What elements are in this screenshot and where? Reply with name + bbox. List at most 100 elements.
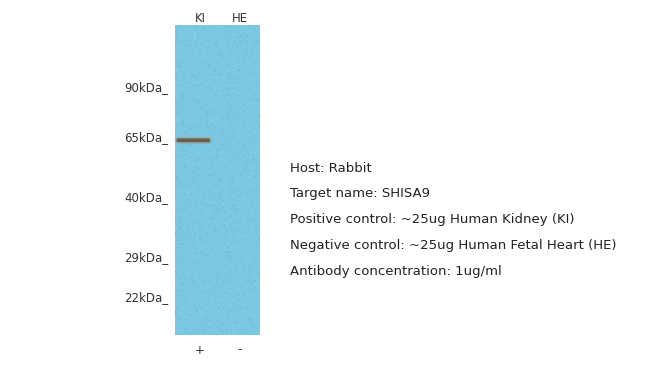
Point — [201, 102, 211, 108]
Point — [172, 38, 183, 44]
Point — [202, 241, 212, 247]
Point — [233, 23, 244, 29]
Point — [197, 304, 207, 310]
Point — [186, 73, 196, 79]
Point — [193, 78, 203, 84]
Point — [253, 63, 263, 69]
Point — [223, 39, 233, 45]
Point — [251, 87, 261, 93]
Point — [213, 125, 223, 131]
Point — [186, 55, 196, 61]
Point — [229, 221, 240, 227]
Point — [220, 244, 231, 250]
Point — [223, 259, 233, 265]
Point — [179, 164, 190, 170]
Point — [200, 87, 210, 93]
Point — [209, 213, 220, 219]
Point — [232, 102, 242, 108]
Point — [192, 307, 203, 313]
Point — [187, 214, 197, 220]
Point — [205, 232, 215, 238]
Point — [201, 86, 211, 92]
Point — [200, 119, 210, 125]
Point — [218, 134, 229, 140]
Point — [207, 45, 218, 51]
Point — [229, 220, 239, 225]
Point — [183, 55, 193, 61]
Point — [251, 27, 261, 33]
Point — [217, 87, 228, 93]
Point — [227, 93, 237, 99]
Point — [196, 279, 207, 284]
Point — [237, 116, 248, 122]
Point — [185, 96, 195, 101]
Point — [239, 141, 250, 146]
Point — [202, 217, 212, 223]
Point — [170, 282, 181, 288]
Point — [224, 235, 234, 241]
Point — [194, 247, 204, 253]
Point — [195, 248, 205, 254]
Point — [207, 229, 217, 235]
Point — [239, 322, 250, 328]
Point — [222, 105, 233, 111]
Point — [207, 222, 217, 228]
Point — [178, 288, 188, 294]
Point — [181, 129, 191, 135]
Point — [202, 114, 212, 120]
Point — [183, 212, 193, 218]
Point — [227, 174, 238, 180]
Point — [231, 321, 241, 327]
Point — [176, 255, 186, 261]
Point — [238, 296, 248, 302]
Point — [230, 74, 240, 80]
Point — [211, 325, 222, 330]
Point — [253, 49, 263, 55]
Point — [176, 320, 187, 326]
Point — [190, 223, 201, 229]
Point — [202, 298, 212, 303]
Point — [251, 59, 261, 65]
Point — [199, 137, 209, 143]
Point — [236, 269, 246, 274]
Point — [214, 252, 224, 258]
Point — [200, 298, 210, 304]
Point — [227, 132, 238, 138]
Point — [216, 145, 227, 151]
Point — [232, 47, 242, 53]
Point — [174, 132, 184, 138]
Point — [242, 130, 252, 135]
Point — [175, 63, 185, 69]
Point — [208, 288, 218, 294]
Point — [170, 312, 181, 318]
Point — [211, 228, 221, 234]
Point — [229, 204, 239, 210]
Point — [220, 147, 231, 153]
Point — [219, 159, 229, 165]
Point — [193, 221, 203, 227]
Text: Target name: SHISA9: Target name: SHISA9 — [290, 187, 430, 201]
Point — [209, 237, 219, 243]
Point — [221, 210, 231, 216]
Point — [209, 232, 219, 238]
Point — [222, 84, 232, 90]
Point — [181, 44, 191, 50]
Point — [255, 162, 265, 168]
Point — [208, 38, 218, 44]
Point — [254, 217, 265, 223]
Point — [203, 319, 214, 325]
Point — [183, 150, 194, 156]
Point — [246, 37, 257, 43]
Point — [252, 284, 262, 290]
Point — [212, 231, 222, 236]
Point — [214, 247, 225, 253]
Point — [222, 111, 232, 117]
Point — [190, 219, 200, 225]
Point — [172, 81, 182, 87]
Point — [239, 292, 250, 298]
Point — [254, 273, 265, 279]
Point — [188, 26, 199, 32]
Point — [237, 289, 248, 295]
Point — [175, 289, 185, 295]
Point — [194, 105, 204, 111]
